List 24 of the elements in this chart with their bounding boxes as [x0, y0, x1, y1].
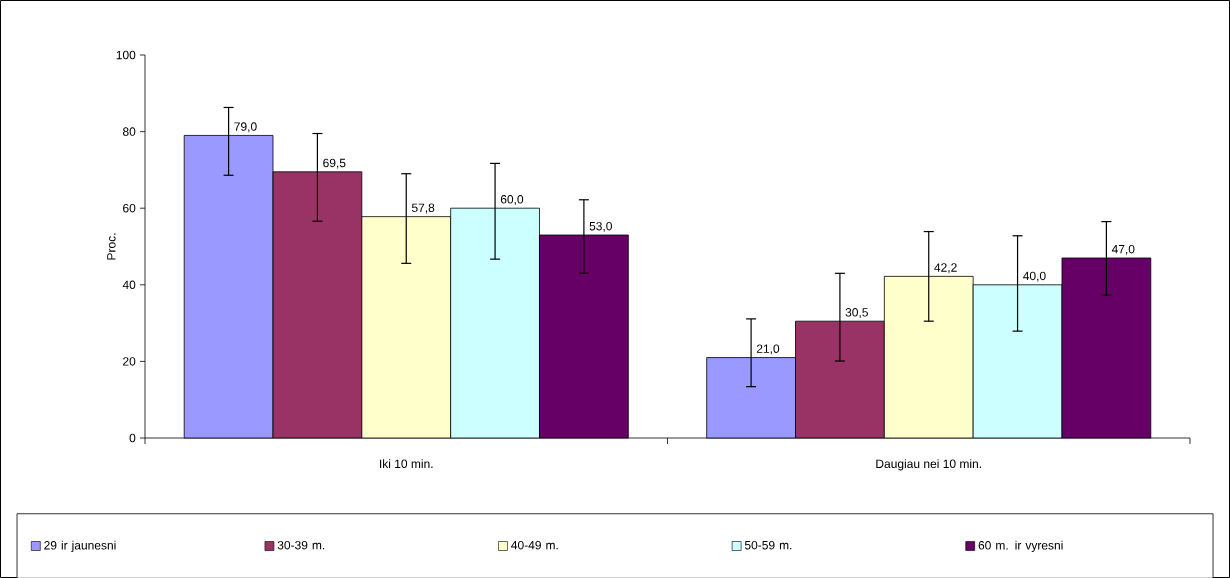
legend-label: 40-49 m.	[511, 540, 558, 550]
y-axis-title: Proc.	[107, 233, 116, 260]
data-label: 47,0	[1111, 244, 1135, 255]
data-label: 53,0	[589, 221, 612, 232]
legend-label: 60 m. ir vyresni	[978, 540, 1063, 552]
x-tick-label: Iki 10 min.	[380, 459, 433, 469]
y-tick-label: 60	[123, 203, 136, 213]
data-label: 40,0	[1023, 271, 1046, 282]
legend-label: 29 ir jaunesni	[44, 540, 116, 552]
data-label: 69,5	[323, 158, 346, 169]
x-tick-label: Daugiau nei 10 min.	[876, 459, 981, 471]
data-label: 57,8	[411, 203, 435, 214]
data-label: 30,5	[845, 308, 868, 318]
y-tick-label: 40	[122, 280, 136, 290]
data-label: 21,0	[756, 344, 780, 355]
data-label: 79,0	[234, 122, 257, 133]
legend-label: 50-59 m.	[744, 540, 792, 550]
y-tick-label: 20	[123, 357, 136, 366]
legend-label: 30-39 m.	[277, 540, 325, 550]
data-label: 42,2	[934, 263, 957, 274]
y-tick-label: 80	[122, 127, 136, 136]
y-tick-label: 0	[129, 433, 136, 443]
data-label: 60,0	[500, 195, 524, 205]
y-tick-label: 100	[116, 50, 136, 60]
